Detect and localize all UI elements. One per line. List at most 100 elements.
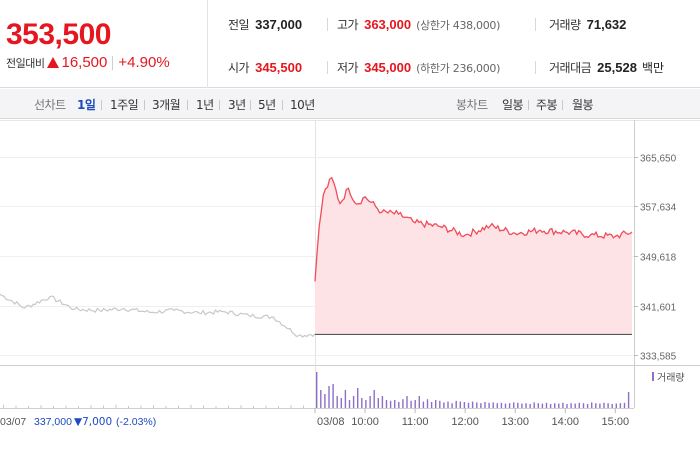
volume-bar	[422, 401, 425, 408]
volume-bar	[348, 400, 351, 408]
volume-bar	[65, 405, 67, 408]
lower-limit-note: (하한가 236,000)	[416, 62, 501, 75]
volume-bar	[451, 403, 453, 408]
volume-bar	[439, 400, 441, 408]
volume-bar	[574, 403, 576, 408]
volume-bar	[459, 401, 461, 408]
stock-summary-panel: 353,500 전일대비 16,500 +4.90% 전일 337,000 고가…	[0, 0, 700, 88]
volume-legend-label: 거래량	[657, 372, 685, 384]
candle-weekly[interactable]: 주봉	[536, 98, 558, 112]
volume-bar	[488, 402, 490, 408]
volume-bar	[476, 402, 478, 408]
volume-bar	[471, 401, 474, 408]
volume-bars	[3, 372, 630, 408]
volume-bar	[430, 402, 433, 408]
volume-bar	[344, 390, 347, 408]
volume-bar	[607, 403, 609, 408]
volume-bar	[303, 405, 304, 408]
volume-bar	[115, 404, 117, 408]
volume-bar	[521, 403, 523, 408]
volume-bar	[361, 398, 363, 408]
period-10years[interactable]: 10년	[290, 98, 315, 112]
volume-bar	[406, 396, 408, 408]
volume-bar	[414, 400, 416, 408]
stat-value: 25,528	[597, 60, 637, 75]
x-axis-ticks: 03/08 10:00 11:00 12:00 13:00 14:00 15:00	[314, 408, 630, 428]
volume-bar	[128, 406, 129, 408]
today-series	[314, 176, 633, 336]
volume-bar	[525, 403, 527, 408]
stat-value: 71,632	[586, 17, 627, 32]
period-1year[interactable]: 1년	[196, 98, 214, 112]
candle-daily[interactable]: 일봉	[502, 98, 524, 112]
volume-bar	[402, 399, 404, 408]
volume-bar	[463, 402, 466, 408]
upper-limit-note: (상한가 438,000)	[416, 19, 501, 32]
divider	[144, 100, 145, 110]
period-1day[interactable]: 1일	[77, 98, 96, 112]
divider	[562, 100, 563, 110]
current-price-box: 353,500 전일대비 16,500 +4.90%	[0, 0, 208, 88]
volume-bar	[418, 396, 420, 408]
divider	[250, 100, 251, 110]
volume-bar	[78, 406, 79, 408]
period-3years[interactable]: 3년	[228, 98, 246, 112]
volume-bar	[103, 405, 104, 408]
change-row: 전일대비 16,500 +4.90%	[6, 54, 170, 71]
intraday-price-chart[interactable]: 365,650 357,634 349,618 341,601 333,585 03/0…	[0, 120, 700, 450]
volume-bar	[352, 396, 355, 408]
volume-bar	[533, 402, 535, 408]
volume-bar	[591, 402, 593, 408]
y-tick-label: 341,601	[640, 303, 677, 314]
stat-open: 시가 345,500	[228, 59, 302, 76]
stat-label: 거래대금	[549, 61, 592, 75]
volume-bar	[365, 400, 367, 408]
y-tick-label: 365,650	[640, 154, 677, 165]
prev-day-line	[0, 293, 316, 338]
volume-bar	[508, 403, 511, 408]
stat-label: 고가	[337, 18, 359, 32]
volume-bar	[435, 400, 437, 408]
volume-bar	[320, 390, 322, 408]
y-tick-label: 349,618	[640, 253, 677, 264]
volume-bar	[324, 394, 326, 408]
divider	[327, 18, 328, 31]
volume-bar	[178, 405, 179, 408]
volume-bar	[90, 405, 92, 408]
x-tick-label: 14:00	[551, 416, 579, 428]
divider	[282, 100, 283, 110]
volume-bar	[517, 402, 519, 408]
line-chart-title: 선차트	[34, 98, 66, 112]
volume-bar	[549, 404, 552, 408]
stat-label: 시가	[228, 61, 250, 75]
volume-bar	[377, 398, 379, 408]
volume-bar	[623, 402, 626, 408]
volume-bar	[467, 402, 470, 408]
volume-bar	[265, 405, 267, 408]
volume-bar	[586, 404, 589, 408]
candle-monthly[interactable]: 월봉	[572, 98, 594, 112]
divider	[528, 100, 529, 110]
x-tick-label: 15:00	[602, 416, 630, 428]
volume-bar	[215, 406, 217, 408]
volume-bar	[369, 396, 371, 408]
divider	[187, 100, 188, 110]
volume-bar	[595, 403, 597, 408]
period-5years[interactable]: 5년	[258, 98, 276, 112]
volume-bar	[203, 405, 204, 408]
change-value: 16,500	[61, 54, 108, 71]
volume-bar	[165, 406, 167, 408]
divider	[112, 55, 114, 70]
period-1week[interactable]: 1주일	[110, 98, 139, 112]
volume-bar	[340, 398, 342, 408]
chart-period-bar: 선차트 1일 1주일 3개월 1년 3년 5년 10년 봉차트 일봉 주봉 월봉	[0, 89, 700, 119]
period-3months[interactable]: 3개월	[152, 98, 181, 112]
stat-value: 337,000	[255, 17, 303, 32]
stat-low: 저가 345,000 (하한가 236,000)	[337, 59, 500, 76]
y-tick-label: 357,634	[640, 203, 677, 214]
divider	[101, 100, 102, 110]
volume-bar	[537, 403, 539, 408]
volume-bar	[394, 400, 396, 408]
volume-bar	[190, 404, 192, 408]
prev-day-close: 337,000	[34, 416, 72, 428]
